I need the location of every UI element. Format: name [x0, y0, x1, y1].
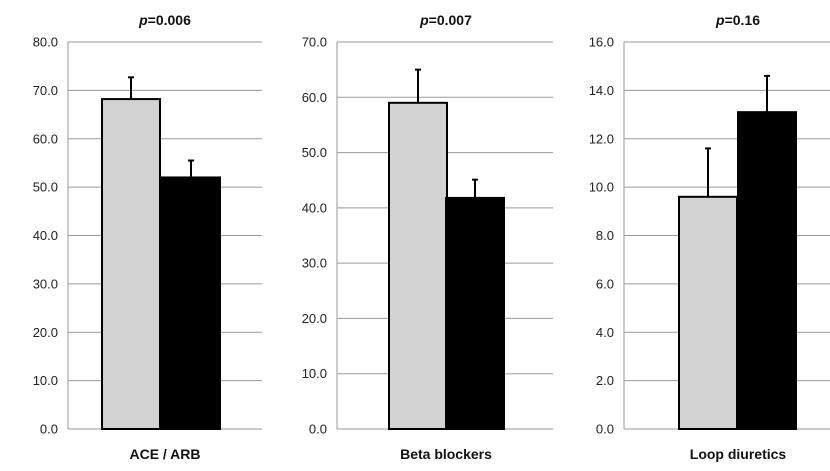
y-tick-label: 2.0: [596, 373, 614, 388]
p-value-number: =0.006: [148, 12, 191, 28]
y-tick-label: 50.0: [33, 180, 58, 195]
chart-panel-1: 0.0 10.0 20.0 30.0 40.0 50.0 60.0 70.0 80.0 ACE /…: [33, 12, 262, 462]
p-value-number: =0.16: [725, 12, 761, 28]
bar-series-1: [388, 101, 448, 430]
p-value-symbol: p: [419, 12, 429, 28]
y-tick-label: 20.0: [33, 325, 58, 340]
category-label: ACE / ARB: [129, 446, 200, 462]
p-value-symbol: p: [715, 12, 725, 28]
y-tick-label: 16.0: [589, 35, 614, 50]
y-tick-label: 50.0: [302, 145, 327, 160]
p-value-label: p=0.006: [138, 12, 191, 28]
y-tick-label: 14.0: [589, 83, 614, 98]
category-label: Beta blockers: [400, 446, 492, 462]
y-tick-label: 60.0: [33, 131, 58, 146]
bar-series-1: [678, 195, 738, 430]
y-tick-label: 8.0: [596, 228, 614, 243]
y-tick-label: 10.0: [589, 180, 614, 195]
y-tick-label: 4.0: [596, 325, 614, 340]
y-tick-label: 0.0: [596, 422, 614, 437]
category-label: Loop diuretics: [690, 446, 787, 462]
p-value-symbol: p: [138, 12, 148, 28]
y-tick-label: 10.0: [33, 373, 58, 388]
bar-series-2: [161, 176, 221, 430]
y-tick-label: 30.0: [302, 256, 327, 271]
y-tick-label: 10.0: [302, 366, 327, 381]
y-tick-label: 60.0: [302, 90, 327, 105]
bar-series-2: [445, 196, 505, 430]
y-tick-label: 40.0: [33, 228, 58, 243]
p-value-number: =0.007: [429, 12, 472, 28]
y-tick-label: 70.0: [302, 35, 327, 50]
y-tick-label: 0.0: [309, 422, 327, 437]
y-tick-label: 6.0: [596, 276, 614, 291]
chart-panel-3: 0.0 2.0 4.0 6.0 8.0 10.0 12.0 14.0 16.0 Loop diur…: [589, 12, 830, 462]
y-tick-label: 40.0: [302, 200, 327, 215]
y-tick-label: 20.0: [302, 311, 327, 326]
y-tick-label: 30.0: [33, 276, 58, 291]
chart-panel-2: 0.0 10.0 20.0 30.0 40.0 50.0 60.0 70.0 Beta bloc…: [302, 12, 553, 462]
y-tick-label: 0.0: [40, 422, 58, 437]
y-tick-label: 70.0: [33, 83, 58, 98]
y-tick-label: 12.0: [589, 131, 614, 146]
bar-series-1: [101, 98, 161, 431]
y-tick-label: 80.0: [33, 35, 58, 50]
p-value-label: p=0.16: [715, 12, 760, 28]
bar-series-2: [737, 111, 797, 431]
p-value-label: p=0.007: [419, 12, 472, 28]
